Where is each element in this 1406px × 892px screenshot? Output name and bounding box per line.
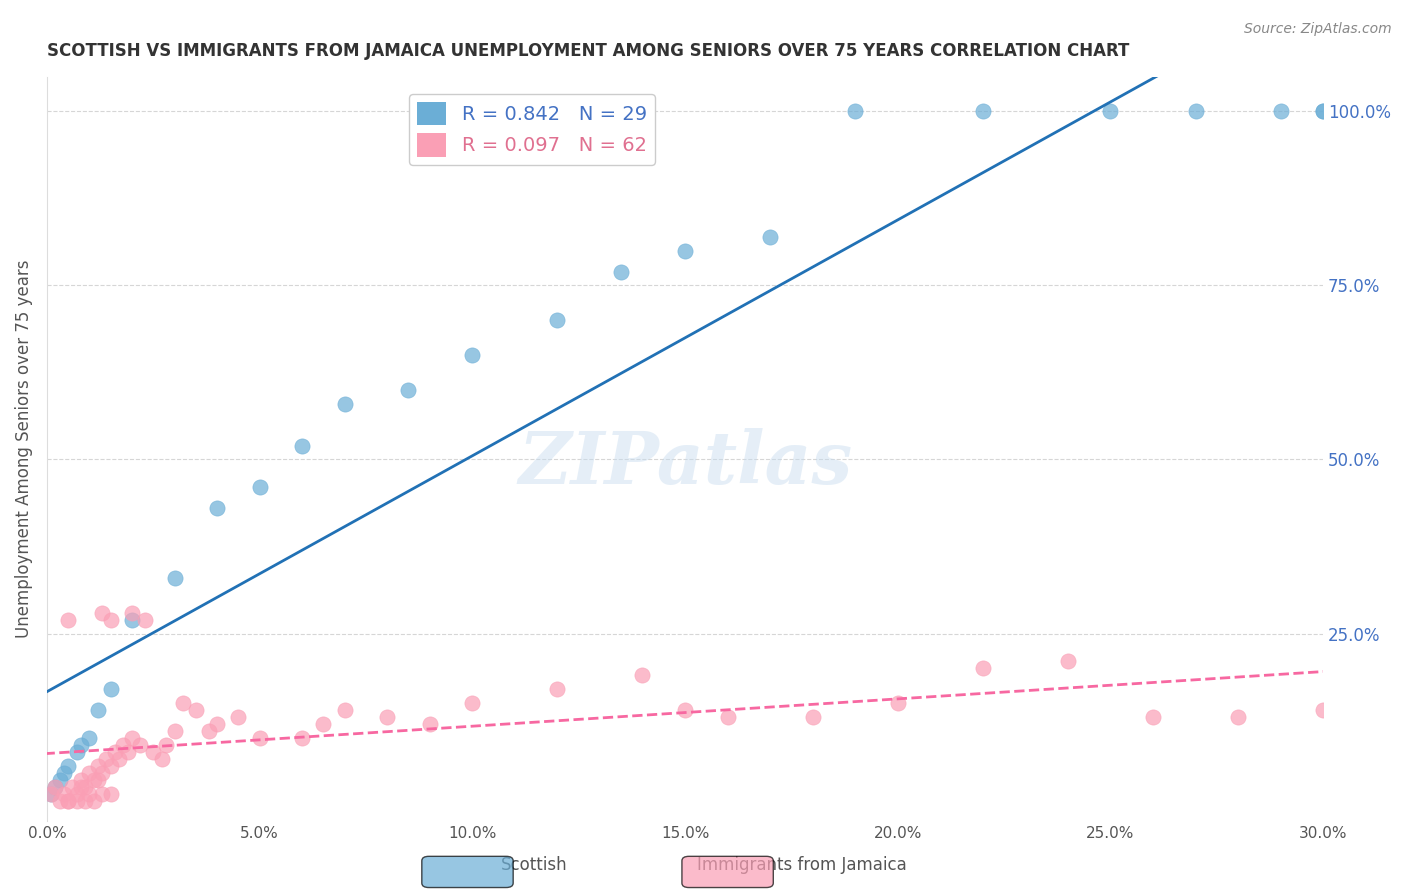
- Immigrants from Jamaica: [75, 794, 97, 808]
- Scottish: [398, 383, 420, 397]
- Scottish: [844, 104, 866, 119]
- Immigrants from Jamaica: [184, 703, 207, 717]
- Immigrants from Jamaica: [163, 723, 186, 738]
- Scottish: [461, 348, 484, 362]
- Immigrants from Jamaica: [79, 765, 101, 780]
- Immigrants from Jamaica: [56, 613, 79, 627]
- Immigrants from Jamaica: [70, 772, 93, 787]
- Immigrants from Jamaica: [155, 738, 177, 752]
- Immigrants from Jamaica: [62, 780, 84, 794]
- Scottish: [39, 787, 62, 801]
- Immigrants from Jamaica: [291, 731, 314, 745]
- Immigrants from Jamaica: [801, 710, 824, 724]
- Scottish: [610, 264, 633, 278]
- Immigrants from Jamaica: [631, 668, 654, 682]
- Scottish: [1099, 104, 1122, 119]
- Scottish: [70, 738, 93, 752]
- Immigrants from Jamaica: [91, 765, 114, 780]
- Immigrants from Jamaica: [66, 794, 89, 808]
- Immigrants from Jamaica: [91, 606, 114, 620]
- Immigrants from Jamaica: [83, 794, 105, 808]
- Immigrants from Jamaica: [716, 710, 738, 724]
- Scottish: [66, 745, 89, 759]
- Immigrants from Jamaica: [461, 696, 484, 710]
- Scottish: [1184, 104, 1206, 119]
- Immigrants from Jamaica: [1142, 710, 1164, 724]
- Immigrants from Jamaica: [249, 731, 271, 745]
- Scottish: [79, 731, 101, 745]
- Immigrants from Jamaica: [75, 780, 97, 794]
- Immigrants from Jamaica: [546, 682, 568, 697]
- Immigrants from Jamaica: [1057, 654, 1080, 668]
- Scottish: [163, 571, 186, 585]
- Immigrants from Jamaica: [228, 710, 250, 724]
- Legend: R = 0.842   N = 29, R = 0.097   N = 62: R = 0.842 N = 29, R = 0.097 N = 62: [409, 94, 655, 164]
- Immigrants from Jamaica: [312, 717, 335, 731]
- Text: Source: ZipAtlas.com: Source: ZipAtlas.com: [1244, 22, 1392, 37]
- Immigrants from Jamaica: [121, 606, 143, 620]
- Scottish: [52, 765, 75, 780]
- Immigrants from Jamaica: [129, 738, 152, 752]
- Text: Immigrants from Jamaica: Immigrants from Jamaica: [696, 855, 907, 873]
- Text: ZIPatlas: ZIPatlas: [517, 428, 852, 500]
- Immigrants from Jamaica: [197, 723, 219, 738]
- Y-axis label: Unemployment Among Seniors over 75 years: Unemployment Among Seniors over 75 years: [15, 260, 32, 639]
- Immigrants from Jamaica: [121, 731, 143, 745]
- Scottish: [205, 501, 228, 516]
- Immigrants from Jamaica: [100, 787, 122, 801]
- Immigrants from Jamaica: [104, 745, 127, 759]
- Immigrants from Jamaica: [39, 787, 62, 801]
- Immigrants from Jamaica: [91, 787, 114, 801]
- Immigrants from Jamaica: [673, 703, 696, 717]
- Scottish: [249, 480, 271, 494]
- Immigrants from Jamaica: [1312, 703, 1334, 717]
- Scottish: [972, 104, 994, 119]
- Immigrants from Jamaica: [205, 717, 228, 731]
- Immigrants from Jamaica: [66, 787, 89, 801]
- Immigrants from Jamaica: [96, 752, 118, 766]
- Scottish: [56, 758, 79, 772]
- Text: SCOTTISH VS IMMIGRANTS FROM JAMAICA UNEMPLOYMENT AMONG SENIORS OVER 75 YEARS COR: SCOTTISH VS IMMIGRANTS FROM JAMAICA UNEM…: [46, 42, 1129, 60]
- Immigrants from Jamaica: [44, 780, 66, 794]
- Immigrants from Jamaica: [375, 710, 398, 724]
- Immigrants from Jamaica: [333, 703, 356, 717]
- Scottish: [44, 780, 66, 794]
- Immigrants from Jamaica: [972, 661, 994, 675]
- Immigrants from Jamaica: [83, 772, 105, 787]
- Immigrants from Jamaica: [87, 758, 110, 772]
- Immigrants from Jamaica: [52, 787, 75, 801]
- Immigrants from Jamaica: [108, 752, 131, 766]
- Scottish: [1270, 104, 1292, 119]
- Immigrants from Jamaica: [150, 752, 173, 766]
- Immigrants from Jamaica: [100, 613, 122, 627]
- Immigrants from Jamaica: [79, 787, 101, 801]
- Scottish: [48, 772, 70, 787]
- Immigrants from Jamaica: [56, 794, 79, 808]
- Scottish: [1312, 104, 1334, 119]
- Immigrants from Jamaica: [70, 780, 93, 794]
- Scottish: [87, 703, 110, 717]
- Text: Scottish: Scottish: [501, 855, 568, 873]
- Immigrants from Jamaica: [1227, 710, 1250, 724]
- Immigrants from Jamaica: [100, 758, 122, 772]
- Immigrants from Jamaica: [134, 613, 156, 627]
- Scottish: [1312, 104, 1334, 119]
- Scottish: [121, 613, 143, 627]
- Scottish: [291, 438, 314, 452]
- Scottish: [100, 682, 122, 697]
- Immigrants from Jamaica: [56, 794, 79, 808]
- Immigrants from Jamaica: [87, 772, 110, 787]
- Scottish: [759, 229, 782, 244]
- Scottish: [673, 244, 696, 258]
- Scottish: [546, 313, 568, 327]
- Scottish: [333, 397, 356, 411]
- Immigrants from Jamaica: [48, 794, 70, 808]
- Immigrants from Jamaica: [142, 745, 165, 759]
- Immigrants from Jamaica: [112, 738, 135, 752]
- Immigrants from Jamaica: [172, 696, 194, 710]
- Immigrants from Jamaica: [117, 745, 139, 759]
- Immigrants from Jamaica: [419, 717, 441, 731]
- Immigrants from Jamaica: [886, 696, 908, 710]
